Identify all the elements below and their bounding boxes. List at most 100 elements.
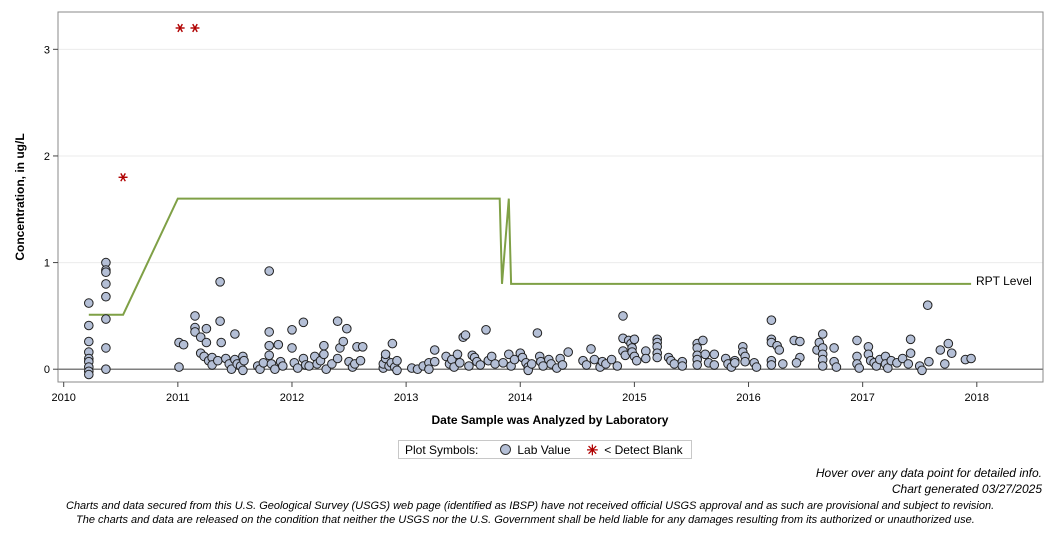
lab-value-point[interactable] <box>498 358 508 368</box>
lab-value-point[interactable] <box>641 353 651 364</box>
lab-value-point[interactable] <box>795 336 805 347</box>
lab-value-point[interactable] <box>612 361 623 371</box>
lab-value-point[interactable] <box>264 340 275 351</box>
lab-value-point[interactable] <box>829 343 839 353</box>
lab-value-point[interactable] <box>319 349 329 360</box>
lab-value-point[interactable] <box>905 334 916 345</box>
lab-value-point[interactable] <box>238 365 248 376</box>
lab-value-point[interactable] <box>84 336 94 347</box>
lab-value-point[interactable] <box>101 267 111 278</box>
lab-value-point[interactable] <box>101 364 111 375</box>
lab-value-point[interactable] <box>101 291 111 302</box>
lab-value-point[interactable] <box>606 354 617 365</box>
lab-value-point[interactable] <box>490 359 500 369</box>
lab-value-point[interactable] <box>618 311 628 321</box>
lab-value-point[interactable] <box>903 359 914 369</box>
lab-value-point[interactable] <box>791 358 802 368</box>
lab-value-point[interactable] <box>190 311 200 321</box>
lab-value-point[interactable] <box>101 343 111 353</box>
lab-value-point[interactable] <box>766 360 777 370</box>
lab-value-point[interactable] <box>292 363 303 373</box>
lab-value-point[interactable] <box>278 361 288 371</box>
detect-blank-series[interactable] <box>118 23 200 182</box>
lab-value-point[interactable] <box>557 360 568 370</box>
lab-value-point[interactable] <box>304 361 314 371</box>
lab-value-point[interactable] <box>677 361 688 371</box>
lab-value-point[interactable] <box>355 355 366 366</box>
lab-value-point[interactable] <box>387 338 398 349</box>
lab-value-point[interactable] <box>338 336 349 347</box>
lab-value-point[interactable] <box>778 359 788 369</box>
lab-value-point[interactable] <box>264 266 275 276</box>
lab-value-point[interactable] <box>264 350 275 361</box>
lab-value-point[interactable] <box>905 348 916 359</box>
lab-value-point[interactable] <box>332 353 343 364</box>
lab-value-point[interactable] <box>264 327 275 337</box>
lab-value-point[interactable] <box>652 352 663 363</box>
lab-value-point[interactable] <box>740 356 750 367</box>
lab-value-point[interactable] <box>692 360 703 370</box>
lab-value-point[interactable] <box>943 338 954 349</box>
lab-value-point[interactable] <box>392 355 402 366</box>
lab-value-point[interactable] <box>84 320 94 331</box>
lab-value-point[interactable] <box>298 317 309 328</box>
lab-value-point[interactable] <box>201 337 212 348</box>
lab-value-point[interactable] <box>213 355 223 366</box>
lab-value-point[interactable] <box>357 342 368 352</box>
lab-value-point[interactable] <box>342 323 352 334</box>
lab-value-point[interactable] <box>464 361 474 371</box>
lab-value-point[interactable] <box>258 358 269 368</box>
lab-value-point[interactable] <box>101 314 111 324</box>
lab-value-point[interactable] <box>201 323 212 334</box>
lab-value-point[interactable] <box>709 349 720 360</box>
lab-value-point[interactable] <box>966 353 976 364</box>
lab-value-point[interactable] <box>817 329 828 339</box>
lab-value-point[interactable] <box>319 340 329 351</box>
lab-value-point[interactable] <box>563 347 574 357</box>
lab-value-point[interactable] <box>215 316 225 327</box>
detect-blank-point[interactable] <box>118 173 128 182</box>
lab-value-point[interactable] <box>273 339 284 350</box>
lab-value-point[interactable] <box>629 334 640 345</box>
lab-value-point[interactable] <box>631 355 642 366</box>
detect-blank-point[interactable] <box>190 23 200 33</box>
lab-value-point[interactable] <box>475 360 486 370</box>
lab-value-point[interactable] <box>452 349 463 360</box>
lab-value-point[interactable] <box>766 315 777 326</box>
lab-value-point[interactable] <box>429 356 440 367</box>
lab-value-point[interactable] <box>586 344 596 354</box>
lab-value-point[interactable] <box>392 365 402 376</box>
lab-value-point[interactable] <box>332 316 343 327</box>
lab-value-point[interactable] <box>730 358 740 368</box>
lab-value-point[interactable] <box>84 369 94 380</box>
lab-value-point[interactable] <box>327 359 337 369</box>
lab-value-point[interactable] <box>481 325 491 335</box>
lab-value-point[interactable] <box>917 365 927 376</box>
lab-value-point[interactable] <box>581 360 592 370</box>
lab-value-point[interactable] <box>669 359 680 369</box>
lab-value-point[interactable] <box>897 353 908 364</box>
lab-value-point[interactable] <box>854 363 865 373</box>
lab-value-point[interactable] <box>178 339 189 350</box>
lab-value-point[interactable] <box>700 349 711 360</box>
lab-value-point[interactable] <box>239 355 249 366</box>
lab-value-point[interactable] <box>424 364 434 375</box>
lab-value-point[interactable] <box>287 343 297 353</box>
lab-value-point[interactable] <box>429 345 440 355</box>
lab-value-point[interactable] <box>270 364 280 375</box>
lab-value-point[interactable] <box>216 337 226 348</box>
lab-value-point[interactable] <box>526 359 537 369</box>
lab-value-point[interactable] <box>922 300 933 311</box>
lab-value-point[interactable] <box>935 345 946 355</box>
lab-value-point[interactable] <box>751 362 762 372</box>
detect-blank-point[interactable] <box>175 23 185 33</box>
lab-value-point[interactable] <box>380 349 391 360</box>
lab-value-point[interactable] <box>774 345 785 355</box>
lab-value-point[interactable] <box>698 335 708 346</box>
lab-value-point[interactable] <box>817 361 828 371</box>
lab-value-point[interactable] <box>852 335 862 346</box>
lab-value-point[interactable] <box>946 348 957 359</box>
lab-value-point[interactable] <box>940 359 950 369</box>
lab-value-point[interactable] <box>174 362 184 372</box>
lab-value-point[interactable] <box>287 325 297 335</box>
